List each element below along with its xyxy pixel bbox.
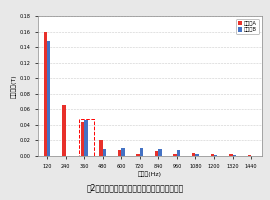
Bar (158, 149, 162, 156)
Y-axis label: 磁法密度(T): 磁法密度(T) (11, 74, 16, 98)
Bar (155, 151, 158, 156)
Bar (47, 41, 50, 156)
Bar (177, 150, 180, 156)
Bar (229, 154, 232, 156)
Bar (136, 154, 140, 156)
Legend: モデルA, モデルB: モデルA, モデルB (236, 19, 259, 34)
Bar (248, 155, 251, 156)
Bar (44, 32, 47, 156)
Bar (99, 140, 103, 156)
X-axis label: 周波数(Hz): 周波数(Hz) (138, 171, 162, 177)
Bar (211, 154, 214, 156)
Bar (140, 148, 143, 156)
Bar (195, 154, 199, 156)
Bar (79, 119, 94, 156)
Bar (81, 122, 84, 156)
Bar (192, 153, 195, 156)
Bar (121, 148, 125, 156)
Bar (103, 149, 106, 156)
Bar (84, 120, 87, 156)
Bar (118, 150, 121, 156)
Bar (62, 105, 66, 156)
Bar (214, 155, 217, 156)
Bar (174, 154, 177, 156)
Bar (232, 155, 236, 156)
Text: 図2　ギャップ中の磁洟密度波形の周波数分析: 図2 ギャップ中の磁洟密度波形の周波数分析 (86, 183, 184, 192)
